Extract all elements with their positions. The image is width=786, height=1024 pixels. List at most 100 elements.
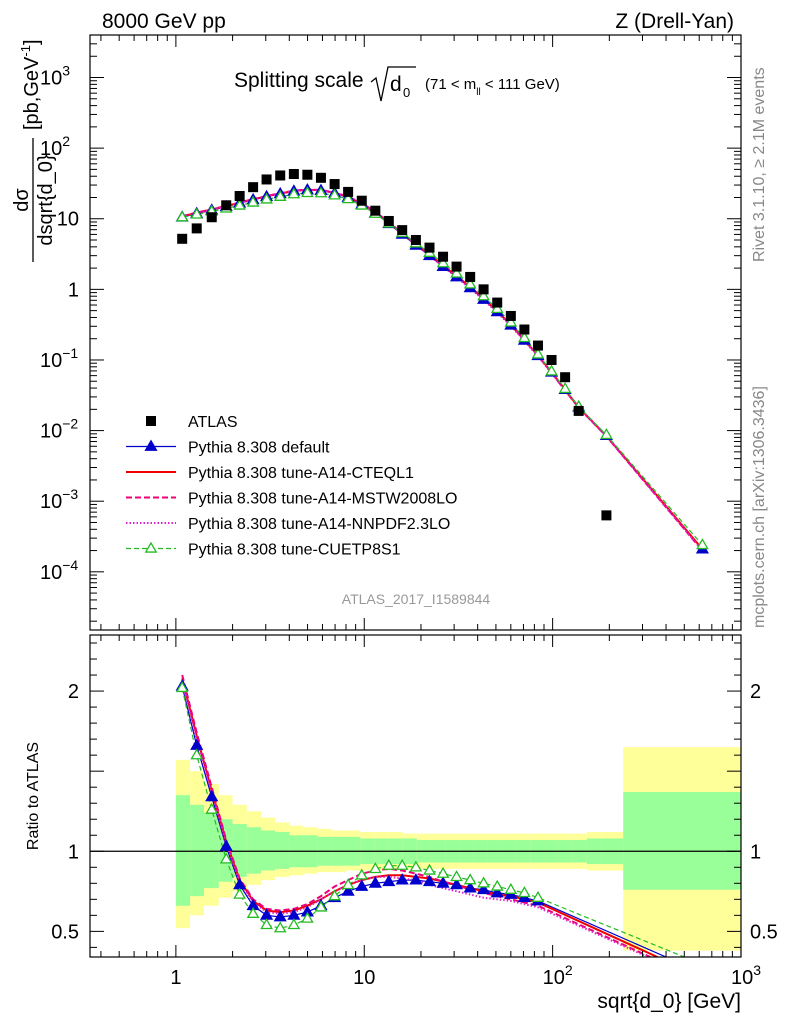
series-5-ratio-marker	[260, 918, 273, 930]
series-1-ratio-marker	[355, 879, 369, 891]
series-5-ratio-marker	[205, 802, 219, 814]
x-tick-label: 103	[731, 962, 761, 989]
atlas-data-point	[261, 174, 272, 185]
ratio-frame	[89, 634, 742, 958]
series-5-ratio-marker	[409, 860, 423, 872]
series-5-main-marker	[436, 256, 450, 268]
series-1-ratio-marker	[341, 884, 355, 896]
series-1-ratio-marker	[205, 789, 219, 802]
atlas-data-point	[519, 324, 530, 335]
series-5-ratio-marker	[219, 852, 233, 864]
series-5-ratio-marker	[368, 862, 382, 874]
uncertainty-band-green	[232, 824, 247, 877]
atlas-data-point	[478, 284, 489, 295]
title-cuts: (71 < mll < 111 GeV)	[425, 76, 560, 98]
uncertainty-band-green	[260, 830, 276, 871]
legend-label-3: Pythia 8.308 tune-A14-MSTW2008LO	[188, 491, 457, 508]
series-5-ratio-marker	[382, 858, 396, 870]
series-5-main-marker	[328, 188, 341, 200]
ratio-axis-label: Ratio to ATLAS	[25, 742, 42, 850]
series-5-main-marker	[450, 266, 463, 278]
series-5-ratio-marker	[341, 878, 355, 890]
series-5-main-marker	[260, 192, 273, 204]
legend-label-0: ATLAS	[188, 414, 238, 431]
series-5-ratio-marker	[504, 882, 518, 894]
y-tick-label: 10−4	[40, 557, 78, 584]
series-5-ratio-marker	[355, 868, 369, 880]
ratio-ticks: 1 10 102 103 2 2 1 1 0.5 0.5	[51, 635, 778, 989]
y-tick-label: 10−3	[40, 486, 78, 513]
series-1-ratio-marker	[273, 909, 287, 922]
ratio-y-tick-label: 1	[68, 841, 79, 863]
uncertainty-band-green	[190, 804, 204, 897]
series-5-main-marker	[558, 382, 572, 394]
sqrt-sign-icon	[370, 66, 416, 102]
series-5-ratio-marker	[395, 858, 409, 870]
series-5-ratio-marker	[423, 863, 436, 875]
atlas-data-point	[356, 195, 367, 206]
ratio-y-tick-label: 2	[68, 681, 79, 703]
legend-label-2: Pythia 8.308 tune-A14-CTEQL1	[188, 465, 414, 482]
atlas-data-point	[275, 170, 286, 181]
series-1-ratio-marker	[409, 873, 423, 885]
series-5-ratio-marker	[301, 911, 314, 923]
series-1-ratio-marker	[219, 839, 233, 851]
main-data-layer	[175, 169, 709, 554]
ratio-y-tick-label-right: 1	[750, 841, 761, 863]
atlas-data-point	[560, 372, 571, 383]
atlas-data-point	[451, 261, 462, 272]
series-1-ratio-marker	[490, 885, 504, 898]
atlas-data-point	[191, 223, 202, 234]
x-tick-label: 102	[543, 962, 573, 989]
header-left: 8000 GeV pp	[102, 10, 226, 33]
atlas-data-point	[465, 271, 476, 282]
atlas-data-point	[343, 186, 354, 197]
series-5-ratio-marker	[287, 918, 301, 930]
series-5-main-marker	[233, 198, 246, 210]
ratio-y-tick-label: 0.5	[51, 921, 79, 943]
ratio-panel: 1 10 102 103 2 2 1 1 0.5 0.5 Ratio to ATLAS	[25, 634, 778, 989]
series-5-main-marker	[600, 428, 613, 440]
series-5-ratio-marker	[436, 866, 450, 878]
atlas-data-point	[601, 510, 612, 521]
legend-marker-atlas	[146, 416, 156, 426]
atlas-data-point	[288, 169, 299, 180]
legend-label-5: Pythia 8.308 tune-CUETP8S1	[188, 542, 401, 559]
series-3-ratio-line	[181, 674, 651, 957]
y-tick-label: 10−1	[40, 345, 78, 372]
title-var-sub: 0	[403, 85, 410, 100]
x-tick-label: 1	[170, 967, 181, 989]
series-5-main-marker	[531, 347, 545, 359]
series-5-main-marker	[518, 331, 531, 343]
series-5-main-marker	[287, 187, 301, 199]
legend-marker-1	[144, 439, 158, 451]
series-5-main-marker	[314, 186, 328, 198]
ratio-y-tick-label-right: 2	[750, 681, 761, 703]
uncertainty-band-green	[623, 791, 741, 890]
y-tick-label: 102	[40, 133, 70, 160]
series-5-ratio-marker	[531, 890, 545, 902]
y-axis-label: dσ dsqrt{d_0} [pb,GeV-1]	[11, 39, 57, 262]
atlas-data-point	[397, 225, 408, 236]
y-tick-label: 10−2	[40, 416, 78, 443]
series-5-ratio-line	[181, 687, 685, 957]
series-5-main-marker	[341, 192, 355, 204]
y-tick-label: 10	[57, 209, 79, 231]
atlas-data-point	[177, 233, 188, 244]
series-5-main-marker	[696, 538, 709, 550]
y-label-unit: [pb,GeV-1]	[18, 39, 43, 130]
series-5-main-marker	[273, 189, 287, 201]
series-1-ratio-marker	[449, 877, 464, 890]
legend-marker-5	[144, 541, 158, 553]
series-1-ratio-marker	[477, 882, 491, 895]
atlas-data-point	[438, 251, 449, 262]
y-tick-label: 103	[40, 63, 70, 90]
rivet-label: Rivet 3.1.10, ≥ 2.1M events	[751, 67, 768, 262]
atlas-data-point	[315, 172, 326, 183]
series-5-ratio-marker	[328, 889, 341, 901]
y-label-num: dσ	[11, 188, 33, 212]
y-label-den: dsqrt{d_0}	[35, 154, 57, 246]
